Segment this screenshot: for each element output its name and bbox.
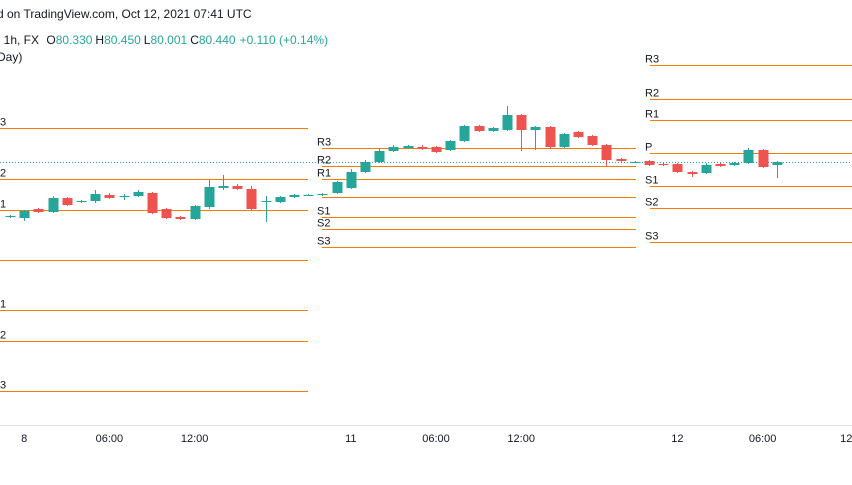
pivot-label: S3: [645, 231, 658, 243]
symbol-info: , 1h, FX: [0, 33, 39, 47]
change: +0.110 (+0.14%): [240, 33, 329, 47]
candle-body: [218, 186, 229, 188]
pivot-label: R1: [317, 168, 331, 180]
candle-body: [204, 187, 215, 207]
pivot-label: 1: [0, 299, 6, 311]
candle-body: [587, 136, 598, 145]
candle-body: [701, 165, 712, 173]
pivot-label: R3: [317, 137, 331, 149]
candle-body: [261, 201, 272, 202]
symbol-legend: , 1h, FX O80.330 H80.450 L80.001 C80.440 +0.…: [0, 33, 328, 47]
candle-body: [573, 132, 584, 137]
candle-body: [715, 164, 726, 166]
candle-body: [19, 211, 30, 218]
candle-body: [672, 164, 683, 172]
candle-body: [417, 147, 428, 149]
x-tick-label: 06:00: [422, 433, 450, 445]
candle-body: [431, 147, 442, 152]
ohlc-value: 80.001: [150, 33, 187, 47]
candle-body: [545, 127, 556, 147]
candle-body: [90, 194, 101, 201]
candle-body: [133, 192, 144, 196]
x-tick-label: 11: [345, 433, 356, 445]
pivot-label: R2: [645, 88, 659, 100]
x-tick-label: 06:00: [96, 433, 124, 445]
x-tick-label: 12: [671, 433, 683, 445]
candle-body: [62, 198, 73, 205]
candle-body: [516, 115, 527, 130]
candle-body: [403, 146, 414, 148]
ohlc-label: C: [190, 33, 199, 47]
candle-body: [332, 182, 343, 193]
candle-body: [644, 161, 655, 165]
candle-body: [48, 198, 59, 212]
candle-body: [474, 126, 485, 131]
pivot-label: S2: [645, 197, 658, 209]
candle-body: [559, 134, 570, 147]
pivot-label: S3: [317, 236, 330, 248]
pivot-label: R1: [645, 109, 659, 121]
candle-body: [616, 159, 627, 161]
plot-area: [0, 65, 852, 392]
candle-body: [459, 126, 470, 141]
chart-title: d on TradingView.com, Oct 12, 2021 07:41…: [0, 7, 252, 21]
pivot-label: S2: [317, 218, 330, 230]
candle-body: [147, 193, 158, 213]
candle-body: [530, 127, 541, 130]
x-tick-label: 12:00: [507, 433, 535, 445]
x-tick-label: 8: [21, 433, 27, 445]
pivot-label: 3: [0, 117, 6, 129]
x-tick-label: 12:00: [181, 433, 209, 445]
candle-body: [346, 172, 357, 188]
candle-body: [33, 209, 44, 212]
candle-body: [630, 162, 641, 163]
indicator-legend: Day): [0, 50, 22, 64]
candle-body: [758, 150, 769, 167]
candle-body: [772, 162, 783, 165]
x-tick-label: 06:00: [749, 433, 777, 445]
pivot-label: 3: [0, 380, 6, 392]
candle-body: [729, 163, 740, 165]
candle-body: [388, 147, 399, 151]
candle-body: [488, 128, 499, 131]
pivot-label: S1: [317, 206, 330, 218]
ohlc-value: 80.330: [56, 33, 93, 47]
candle-body: [743, 150, 754, 163]
pivot-label: 1: [0, 199, 6, 211]
candle-body: [303, 195, 314, 196]
candle-body: [76, 201, 87, 202]
pivot-label: 2: [0, 168, 6, 180]
candle-body: [502, 115, 513, 130]
candle-body: [289, 195, 300, 197]
candle-body: [687, 172, 698, 174]
candle-body: [190, 206, 201, 219]
candle-body: [175, 217, 186, 219]
pivot-label: R3: [645, 54, 659, 66]
pivot-label: S1: [645, 175, 658, 187]
ohlc-label: L: [144, 33, 151, 47]
ohlc-label: O: [46, 33, 55, 47]
ohlc-value: 80.450: [104, 33, 141, 47]
ohlc-value: 80.440: [199, 33, 236, 47]
candle-body: [246, 189, 257, 209]
pivot-label: 2: [0, 330, 6, 342]
candle-body: [5, 216, 16, 217]
candle-body: [161, 209, 172, 218]
candle-body: [119, 196, 130, 197]
candle-body: [104, 195, 115, 198]
candle-body: [232, 186, 243, 189]
candle-body: [445, 141, 456, 150]
x-tick-label: 12:: [840, 433, 852, 445]
candle-body: [360, 162, 371, 172]
pivot-label: R2: [317, 155, 331, 167]
candle-body: [374, 151, 385, 162]
candle-body: [317, 194, 328, 195]
ohlc-label: H: [95, 33, 104, 47]
candle-body: [601, 145, 612, 160]
candle-body: [658, 164, 669, 165]
pivot-label: P: [645, 142, 652, 154]
candle-body: [275, 197, 286, 202]
